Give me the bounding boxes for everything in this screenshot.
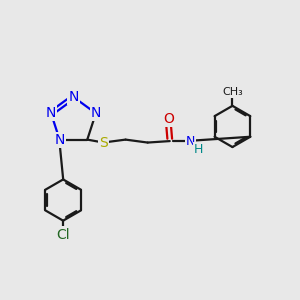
Text: H: H	[194, 143, 203, 156]
Text: CH₃: CH₃	[222, 87, 243, 97]
Text: N: N	[91, 106, 101, 120]
Text: N: N	[54, 133, 65, 147]
Text: N: N	[186, 135, 195, 148]
Text: N: N	[68, 90, 79, 104]
Text: Cl: Cl	[56, 227, 70, 242]
Text: S: S	[99, 136, 108, 150]
Text: O: O	[163, 112, 174, 126]
Text: N: N	[46, 106, 56, 120]
